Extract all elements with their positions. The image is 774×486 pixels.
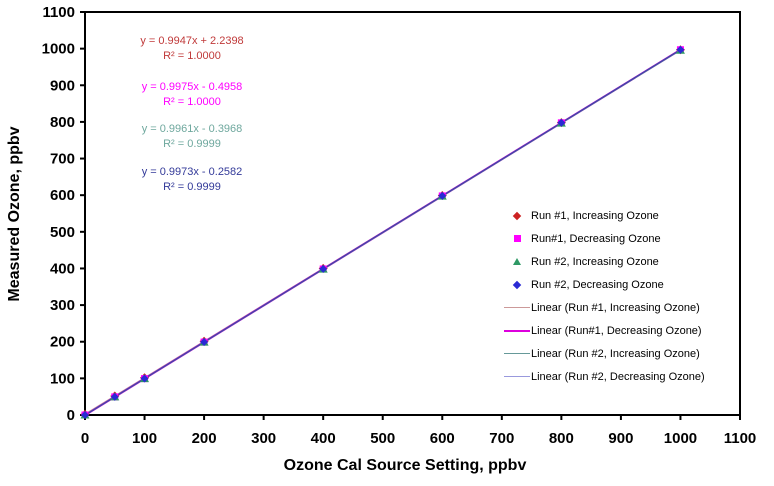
legend-item-label: Run #2, Increasing Ozone [531, 255, 659, 268]
legend-item: Run#1, Decreasing Ozone [503, 227, 753, 250]
trendline [84, 49, 681, 416]
legend-item: Run #2, Decreasing Ozone [503, 273, 753, 296]
x-tick-label: 200 [192, 430, 217, 447]
equation-run2-decreasing: y = 0.9973x - 0.2582 R² = 0.9999 [112, 165, 272, 195]
trendlines [84, 48, 681, 417]
x-tick-label: 700 [489, 430, 514, 447]
legend: Run #1, Increasing Ozone Run#1, Decreasin… [503, 204, 753, 388]
y-tick-label: 900 [50, 77, 75, 94]
x-tick-label: 500 [370, 430, 395, 447]
data-point-marker [200, 338, 209, 347]
y-tick-label: 300 [50, 297, 75, 314]
legend-line-swatch-icon [503, 307, 531, 308]
y-axis-ticks: 0 100 200 300 400 500 600 700 800 900 1000 1100 [42, 4, 85, 424]
legend-triangle-marker-icon [503, 258, 531, 265]
data-point-marker [140, 374, 149, 383]
legend-diamond-marker-icon [503, 211, 531, 220]
equation-run1-decreasing: y = 0.9975x - 0.4958 R² = 1.0000 [112, 80, 272, 110]
equation-run2-increasing: y = 0.9961x - 0.3968 R² = 0.9999 [112, 122, 272, 152]
x-tick-label: 0 [81, 430, 89, 447]
y-tick-label: 500 [50, 224, 75, 241]
data-point-marker [557, 118, 566, 127]
y-tick-label: 700 [50, 151, 75, 168]
y-tick-label: 1100 [42, 4, 75, 21]
x-tick-label: 300 [251, 430, 276, 447]
legend-diamond-marker-icon [503, 280, 531, 289]
x-tick-label: 600 [430, 430, 455, 447]
x-tick-label: 100 [132, 430, 157, 447]
data-point-marker [676, 45, 685, 54]
r-squared-line: R² = 0.9999 [163, 138, 221, 150]
x-axis-ticks: 0 100 200 300 400 500 600 700 800 900 1000 1100 [81, 415, 756, 447]
legend-item: Linear (Run #1, Increasing Ozone) [503, 296, 753, 319]
x-tick-label: 900 [608, 430, 633, 447]
y-tick-label: 400 [50, 260, 75, 277]
legend-square-marker-icon [503, 235, 531, 242]
legend-item-label: Linear (Run#1, Decreasing Ozone) [531, 324, 702, 337]
data-point-marker [319, 264, 328, 273]
legend-item: Linear (Run #2, Increasing Ozone) [503, 342, 753, 365]
x-tick-label: 1100 [724, 430, 757, 447]
equation-line: y = 0.9975x - 0.4958 [141, 81, 243, 93]
legend-item: Run #2, Increasing Ozone [503, 250, 753, 273]
r-squared-line: R² = 1.0000 [163, 96, 221, 108]
equation-line: y = 0.9961x - 0.3968 [141, 123, 243, 135]
legend-item-label: Linear (Run #1, Increasing Ozone) [531, 301, 700, 314]
legend-item-label: Run#1, Decreasing Ozone [531, 232, 661, 245]
plot-border [84, 11, 741, 416]
y-axis-title: Measured Ozone, ppbv [6, 126, 23, 302]
y-tick-label: 800 [50, 114, 75, 131]
y-tick-label: 0 [67, 407, 75, 424]
y-tick-label: 100 [50, 370, 75, 387]
legend-line-swatch-icon [503, 353, 531, 354]
x-tick-label: 400 [311, 430, 336, 447]
legend-line-swatch-icon [503, 329, 531, 332]
data-point-marker [81, 411, 89, 419]
equation-line: y = 0.9947x + 2.2398 [140, 35, 244, 47]
legend-item: Linear (Run #2, Decreasing Ozone) [503, 365, 753, 388]
data-point-marker [110, 392, 119, 401]
x-tick-label: 1000 [664, 430, 697, 447]
r-squared-line: R² = 0.9999 [163, 181, 221, 193]
x-tick-label: 800 [549, 430, 574, 447]
y-tick-label: 1000 [42, 41, 75, 58]
legend-item-label: Run #1, Increasing Ozone [531, 209, 659, 222]
legend-item-label: Linear (Run #2, Increasing Ozone) [531, 347, 700, 360]
y-tick-label: 200 [50, 334, 75, 351]
y-tick-label: 600 [50, 187, 75, 204]
legend-line-swatch-icon [503, 376, 531, 377]
legend-item-label: Run #2, Decreasing Ozone [531, 278, 664, 291]
legend-item-label: Linear (Run #2, Decreasing Ozone) [531, 370, 705, 383]
equation-line: y = 0.9973x - 0.2582 [141, 166, 243, 178]
legend-item: Run #1, Increasing Ozone [503, 204, 753, 227]
x-axis-title: Ozone Cal Source Setting, ppbv [283, 457, 527, 474]
equation-run1-increasing: y = 0.9947x + 2.2398 R² = 1.0000 [112, 34, 272, 64]
r-squared-line: R² = 1.0000 [163, 50, 221, 62]
data-point-marker [438, 191, 447, 200]
series-markers [80, 45, 685, 419]
legend-item: Linear (Run#1, Decreasing Ozone) [503, 319, 753, 342]
